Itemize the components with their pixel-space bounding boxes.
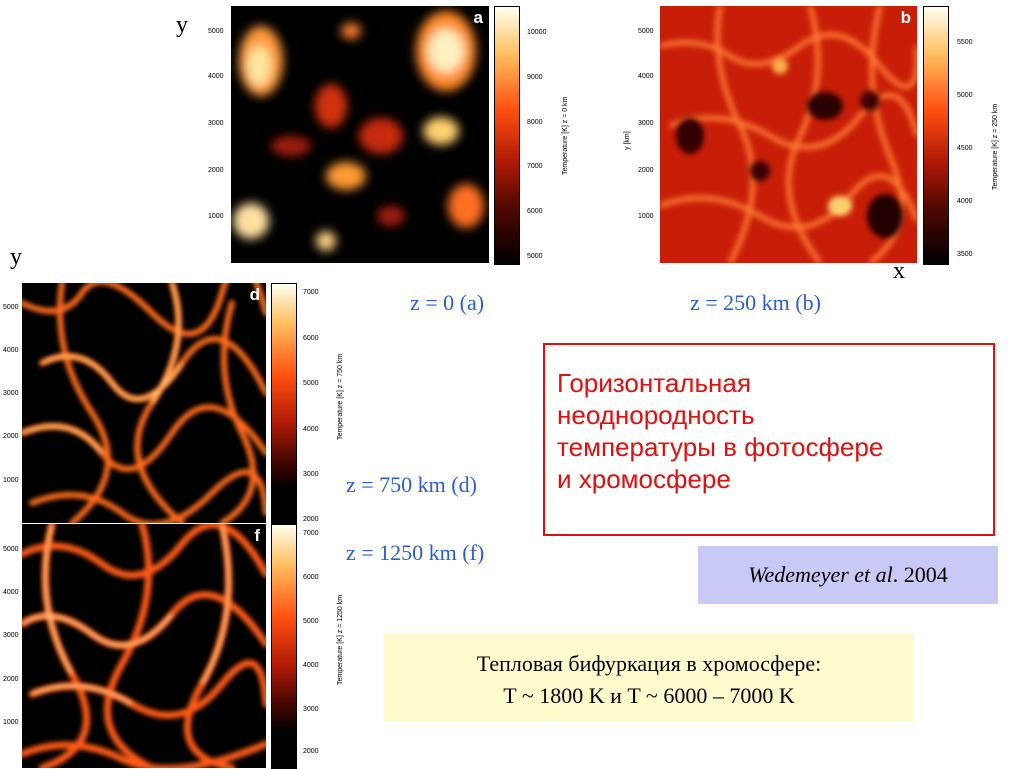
- panel-d-colorbar: [271, 283, 297, 525]
- panel-f-ytick: 5000: [3, 546, 19, 553]
- panel-b-colorbar: [923, 6, 949, 265]
- panel-d-ytick: 4000: [3, 347, 19, 354]
- y-axis-letter-left: y: [10, 244, 22, 270]
- panel-b-cbar-tick: 5000: [957, 92, 973, 99]
- title-line: неоднородность: [557, 400, 755, 430]
- caption-b: z = 250 km (b): [690, 290, 821, 315]
- panel-d-ytick: 2000: [3, 433, 19, 440]
- panel-d-temperature-map: d: [22, 283, 266, 523]
- panel-f-cbar-tick: 5000: [303, 618, 319, 625]
- panel-d-cbar-tick: 7000: [303, 289, 319, 296]
- panel-a-cbar-tick: 8000: [527, 119, 543, 126]
- panel-f-ytick: 2000: [3, 676, 19, 683]
- panel-b-label: b: [900, 8, 911, 27]
- panel-f-ytick: 1000: [3, 719, 19, 726]
- title-line: температуры в фотосфере: [557, 432, 884, 462]
- panel-a-ytick: 1000: [208, 213, 224, 220]
- panel-d-ytick: 3000: [3, 390, 19, 397]
- panel-d-cbar-tick: 5000: [303, 380, 319, 387]
- panel-b-cbar-tick: 3500: [957, 251, 973, 258]
- panel-f-cbar-tick: 4000: [303, 662, 319, 669]
- panel-b-cbar-tick: 5500: [957, 39, 973, 46]
- panel-a-cbar-tick: 9000: [527, 74, 543, 81]
- panel-a-colorbar: [494, 6, 520, 265]
- caption-d: z = 750 km (d): [346, 472, 477, 497]
- panel-d-cbar-tick: 6000: [303, 335, 319, 342]
- panel-f-colorbar: [271, 524, 297, 769]
- panel-b-temperature-map: b: [660, 6, 917, 263]
- bifurcation-line: T ~ 1800 K и T ~ 6000 – 7000 K: [503, 683, 795, 708]
- panel-a-cbar-tick: 10000: [527, 29, 547, 36]
- panel-d-cbar-tick: 3000: [303, 471, 319, 478]
- panel-a-cbar-tick: 5000: [527, 253, 543, 260]
- panel-f-cbar-title: Temperature [K] z = 1250 km: [337, 594, 344, 685]
- title-line: и хромосфере: [557, 464, 731, 494]
- panel-b-ytick: 1000: [638, 213, 654, 220]
- panel-d-label: d: [249, 285, 260, 304]
- reference-year: . 2004: [892, 562, 948, 587]
- panel-a-cbar-title: Temperature [K] z = 0 km: [562, 96, 569, 175]
- panel-b-y-axis-title: y [km]: [624, 131, 631, 150]
- panel-a-ytick: 2000: [208, 167, 224, 174]
- panel-a-cbar-tick: 7000: [527, 163, 543, 170]
- title-line: Горизонтальная: [557, 368, 751, 398]
- panel-b-cbar-tick: 4000: [957, 198, 973, 205]
- panel-f-ytick: 4000: [3, 589, 19, 596]
- panel-f-ytick: 3000: [3, 632, 19, 639]
- panel-b-cbar-tick: 4500: [957, 145, 973, 152]
- panel-d-ytick: 5000: [3, 304, 19, 311]
- panel-b-ytick: 4000: [638, 73, 654, 80]
- panel-f-label: f: [254, 526, 260, 545]
- panel-d-cbar-title: Temperature [K] z = 750 km: [337, 353, 344, 440]
- panel-f-cbar-tick: 6000: [303, 574, 319, 581]
- panel-a-temperature-map: a: [231, 6, 489, 263]
- caption-f: z = 1250 km (f): [346, 540, 485, 565]
- bifurcation-line: Тепловая бифуркация в хромосфере:: [476, 651, 822, 676]
- panel-f-cbar-tick: 3000: [303, 706, 319, 713]
- panel-d-cbar-tick: 4000: [303, 426, 319, 433]
- panel-f-cbar-tick: 7000: [303, 530, 319, 537]
- panel-f-temperature-map: f: [22, 524, 266, 768]
- panel-a-ytick: 4000: [208, 73, 224, 80]
- panel-d-ytick: 1000: [3, 477, 19, 484]
- panel-a-ytick: 3000: [208, 120, 224, 127]
- caption-a: z = 0 (a): [410, 290, 485, 315]
- y-axis-letter-top: y: [176, 12, 188, 38]
- panel-a-label: a: [473, 8, 483, 27]
- panel-b-ytick: 5000: [638, 28, 654, 35]
- panel-b-cbar-title: Temperature [K] z = 250 km: [992, 103, 999, 190]
- bifurcation-box: Тепловая бифуркация в хромосфере: T ~ 18…: [384, 634, 914, 722]
- reference-authors: Wedemeyer et al: [748, 562, 893, 587]
- panel-a-cbar-tick: 6000: [527, 208, 543, 215]
- panel-a-ytick: 5000: [208, 28, 224, 35]
- panel-f-cbar-tick: 2000: [303, 748, 319, 755]
- panel-d-cbar-tick: 2000: [303, 516, 319, 523]
- panel-b-ytick: 3000: [638, 120, 654, 127]
- title-box: Горизонтальная неоднородность температур…: [543, 343, 995, 536]
- reference-box: Wedemeyer et al. 2004: [698, 546, 998, 604]
- x-axis-letter: x: [893, 258, 905, 284]
- panel-b-ytick: 2000: [638, 167, 654, 174]
